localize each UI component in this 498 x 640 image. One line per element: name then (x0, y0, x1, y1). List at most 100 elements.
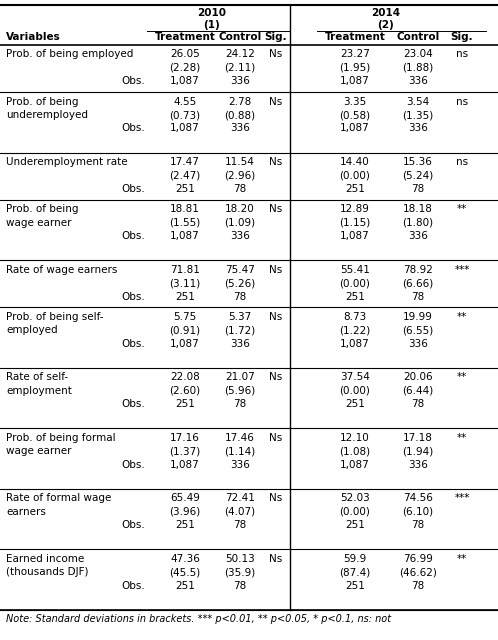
Text: 251: 251 (345, 399, 365, 409)
Text: (1.94): (1.94) (402, 446, 434, 456)
Text: 5.37: 5.37 (229, 312, 251, 322)
Text: (1.35): (1.35) (402, 110, 434, 120)
Text: (1.14): (1.14) (225, 446, 255, 456)
Text: Ns: Ns (269, 204, 283, 214)
Text: Sig.: Sig. (265, 32, 287, 42)
Text: 78: 78 (411, 184, 425, 194)
Text: 76.99: 76.99 (403, 554, 433, 564)
Text: (1.80): (1.80) (402, 218, 434, 228)
Text: 2.78: 2.78 (229, 97, 251, 107)
Text: 24.12: 24.12 (225, 49, 255, 60)
Text: 78: 78 (234, 184, 247, 194)
Text: Obs.: Obs. (121, 184, 145, 194)
Text: 336: 336 (408, 460, 428, 470)
Text: (thousands DJF): (thousands DJF) (6, 567, 89, 577)
Text: 78.92: 78.92 (403, 265, 433, 275)
Text: 336: 336 (230, 339, 250, 349)
Text: Control: Control (219, 32, 261, 42)
Text: Ns: Ns (269, 433, 283, 443)
Text: Ns: Ns (269, 49, 283, 60)
Text: 23.27: 23.27 (340, 49, 370, 60)
Text: Variables: Variables (6, 32, 61, 42)
Text: 336: 336 (230, 460, 250, 470)
Text: earners: earners (6, 507, 46, 517)
Text: 251: 251 (345, 520, 365, 530)
Text: **: ** (457, 372, 467, 383)
Text: (1.09): (1.09) (225, 218, 255, 228)
Text: 336: 336 (408, 231, 428, 241)
Text: (1.08): (1.08) (340, 446, 371, 456)
Text: 17.18: 17.18 (403, 433, 433, 443)
Text: 52.03: 52.03 (340, 493, 370, 504)
Text: (3.96): (3.96) (169, 507, 201, 517)
Text: 20.06: 20.06 (403, 372, 433, 383)
Text: 1,087: 1,087 (340, 460, 370, 470)
Text: 1,087: 1,087 (340, 231, 370, 241)
Text: 336: 336 (230, 124, 250, 133)
Text: Obs.: Obs. (121, 460, 145, 470)
Text: 2014: 2014 (372, 8, 400, 18)
Text: 251: 251 (175, 520, 195, 530)
Text: (5.24): (5.24) (402, 170, 434, 180)
Text: 17.16: 17.16 (170, 433, 200, 443)
Text: Ns: Ns (269, 554, 283, 564)
Text: (2.96): (2.96) (225, 170, 255, 180)
Text: ns: ns (456, 97, 468, 107)
Text: Ns: Ns (269, 493, 283, 504)
Text: 78: 78 (411, 399, 425, 409)
Text: employment: employment (6, 386, 72, 396)
Text: 3.35: 3.35 (344, 97, 367, 107)
Text: (2.11): (2.11) (225, 63, 255, 73)
Text: (45.5): (45.5) (169, 567, 201, 577)
Text: 8.73: 8.73 (344, 312, 367, 322)
Text: (1.95): (1.95) (339, 63, 371, 73)
Text: 17.46: 17.46 (225, 433, 255, 443)
Text: Ns: Ns (269, 265, 283, 275)
Text: (2.28): (2.28) (169, 63, 201, 73)
Text: 336: 336 (230, 76, 250, 86)
Text: 23.04: 23.04 (403, 49, 433, 60)
Text: (0.00): (0.00) (340, 386, 371, 396)
Text: Sig.: Sig. (451, 32, 473, 42)
Text: 251: 251 (345, 184, 365, 194)
Text: 251: 251 (175, 580, 195, 591)
Text: 12.10: 12.10 (340, 433, 370, 443)
Text: (6.55): (6.55) (402, 325, 434, 335)
Text: 78: 78 (411, 580, 425, 591)
Text: 22.08: 22.08 (170, 372, 200, 383)
Text: 1,087: 1,087 (170, 124, 200, 133)
Text: (87.4): (87.4) (339, 567, 371, 577)
Text: 4.55: 4.55 (173, 97, 197, 107)
Text: 1,087: 1,087 (340, 339, 370, 349)
Text: (3.11): (3.11) (169, 278, 201, 288)
Text: Prob. of being: Prob. of being (6, 204, 79, 214)
Text: Note: Standard deviations in brackets. *** p<0.01, ** p<0.05, * p<0.1, ns: not: Note: Standard deviations in brackets. *… (6, 614, 391, 624)
Text: (2.60): (2.60) (169, 386, 201, 396)
Text: 78: 78 (234, 292, 247, 301)
Text: (1.37): (1.37) (169, 446, 201, 456)
Text: 37.54: 37.54 (340, 372, 370, 383)
Text: (1.88): (1.88) (402, 63, 434, 73)
Text: ***: *** (454, 493, 470, 504)
Text: Prob. of being: Prob. of being (6, 97, 79, 107)
Text: Obs.: Obs. (121, 76, 145, 86)
Text: 251: 251 (345, 292, 365, 301)
Text: 251: 251 (175, 292, 195, 301)
Text: (2.47): (2.47) (169, 170, 201, 180)
Text: 15.36: 15.36 (403, 157, 433, 167)
Text: wage earner: wage earner (6, 218, 72, 228)
Text: 18.18: 18.18 (403, 204, 433, 214)
Text: 47.36: 47.36 (170, 554, 200, 564)
Text: Obs.: Obs. (121, 520, 145, 530)
Text: Rate of wage earners: Rate of wage earners (6, 265, 118, 275)
Text: (4.07): (4.07) (225, 507, 255, 517)
Text: 50.13: 50.13 (225, 554, 255, 564)
Text: Earned income: Earned income (6, 554, 84, 564)
Text: ns: ns (456, 157, 468, 167)
Text: 78: 78 (234, 520, 247, 530)
Text: Ns: Ns (269, 312, 283, 322)
Text: 26.05: 26.05 (170, 49, 200, 60)
Text: 1,087: 1,087 (340, 76, 370, 86)
Text: Obs.: Obs. (121, 292, 145, 301)
Text: (5.26): (5.26) (225, 278, 255, 288)
